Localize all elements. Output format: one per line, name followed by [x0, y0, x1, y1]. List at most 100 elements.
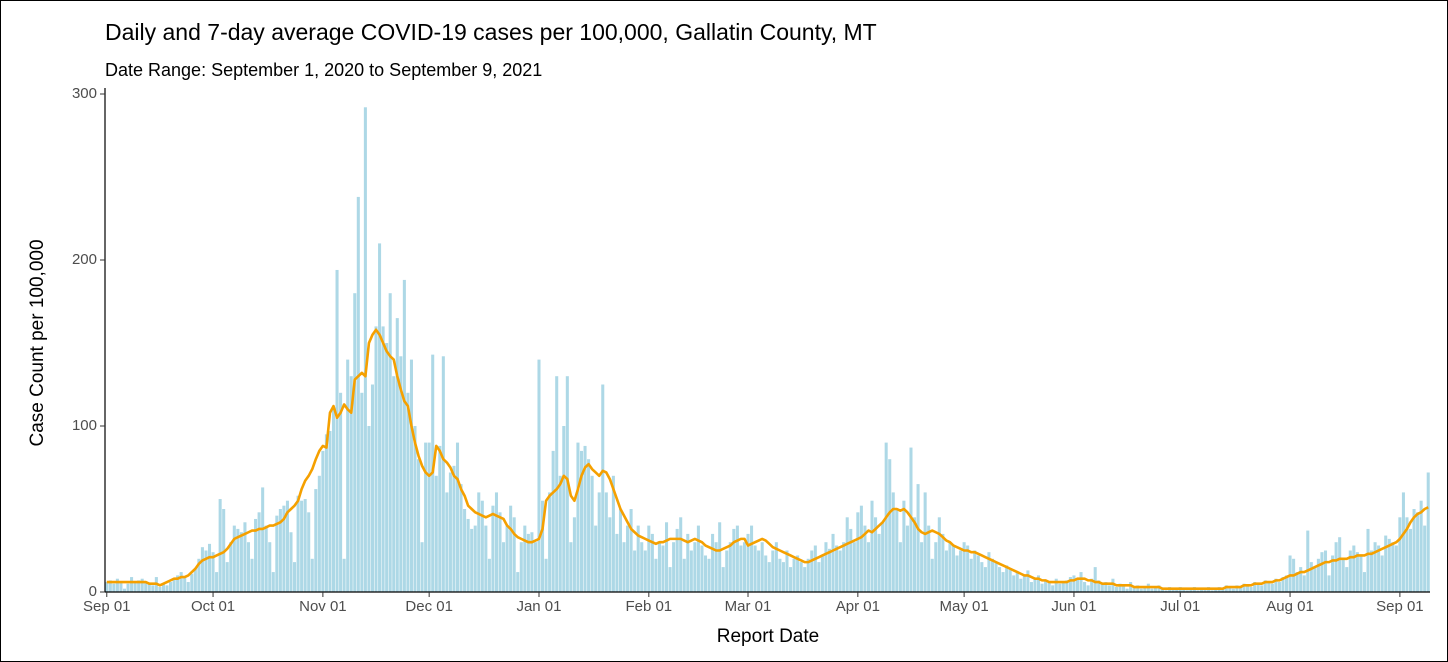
bar [342, 558, 346, 592]
x-tick-label: Sep 01 [83, 598, 131, 615]
bar [1320, 552, 1324, 592]
bar [1047, 582, 1051, 592]
bar [771, 550, 775, 592]
bar [1355, 552, 1359, 592]
bar [647, 525, 651, 592]
bar [668, 567, 672, 592]
bar [385, 343, 389, 592]
bar [1097, 580, 1101, 592]
bar [477, 492, 481, 592]
bar [1153, 587, 1157, 592]
bar [923, 492, 927, 592]
bar [806, 558, 810, 592]
bar [112, 583, 116, 592]
bar [1044, 580, 1048, 592]
bar [105, 582, 109, 592]
bar [250, 558, 254, 592]
bar [289, 532, 293, 592]
bar [626, 525, 630, 592]
bar [845, 517, 849, 592]
bar [1401, 492, 1405, 592]
bar [998, 567, 1002, 592]
bar [211, 552, 215, 592]
bar [207, 543, 212, 592]
bar [1299, 567, 1303, 592]
x-tick-label: Sep 01 [1376, 598, 1424, 615]
bar [1086, 585, 1090, 592]
bar [1309, 562, 1313, 592]
bar [757, 550, 761, 592]
bar [402, 279, 406, 592]
y-tick-label: 200 [72, 251, 97, 268]
bar [881, 522, 885, 592]
bar [1139, 588, 1143, 592]
bar [1026, 570, 1030, 592]
bar [951, 545, 956, 592]
bar [1408, 528, 1413, 592]
bar [239, 532, 243, 592]
bar [161, 583, 165, 592]
bar [629, 509, 633, 592]
bar [1129, 582, 1133, 592]
bar [842, 542, 846, 592]
bar [370, 384, 375, 592]
bar [774, 542, 778, 592]
bar [463, 509, 467, 592]
bar [236, 528, 240, 592]
bar [307, 512, 311, 592]
bar [913, 517, 917, 592]
bar [215, 572, 219, 592]
bar [126, 583, 130, 592]
bar [820, 555, 824, 592]
bar [689, 550, 693, 592]
bar [378, 243, 382, 592]
bar [1160, 588, 1165, 592]
bar [409, 359, 413, 592]
bar [438, 445, 442, 592]
bar [519, 542, 523, 592]
bar [813, 545, 817, 592]
bar [781, 562, 785, 592]
bar [636, 525, 640, 592]
bar [455, 442, 460, 592]
bar [300, 500, 304, 592]
bar [548, 492, 552, 592]
y-tick-label: 0 [89, 583, 97, 600]
bar [484, 525, 488, 592]
bar [810, 550, 814, 592]
bar [533, 542, 537, 592]
bar [420, 542, 424, 592]
bar [158, 587, 162, 592]
bar [792, 558, 796, 592]
bar [1270, 583, 1274, 592]
x-tick-label: Aug 01 [1266, 598, 1314, 615]
bar [1313, 567, 1317, 592]
bar [1228, 587, 1232, 592]
bar [537, 359, 541, 592]
bar [1058, 583, 1062, 592]
bar [200, 547, 204, 592]
bar [1352, 545, 1356, 592]
bar [374, 326, 378, 592]
bar [590, 475, 594, 592]
bar [137, 580, 141, 592]
bar [169, 582, 173, 592]
bar [778, 558, 782, 592]
bar [293, 562, 297, 592]
chart-subtitle: Date Range: September 1, 2020 to Septemb… [105, 60, 542, 80]
bar [1362, 572, 1366, 592]
bar [1150, 588, 1154, 592]
bar [983, 567, 987, 592]
bar [1423, 525, 1427, 592]
bar [866, 542, 870, 592]
bar [324, 434, 328, 592]
bar [1302, 575, 1306, 592]
bar [569, 542, 573, 592]
bar [1107, 585, 1111, 592]
bar [721, 567, 725, 592]
bar [732, 528, 736, 592]
x-tick-label: Apr 01 [836, 598, 880, 615]
bar [898, 542, 902, 592]
line [106, 328, 1429, 590]
